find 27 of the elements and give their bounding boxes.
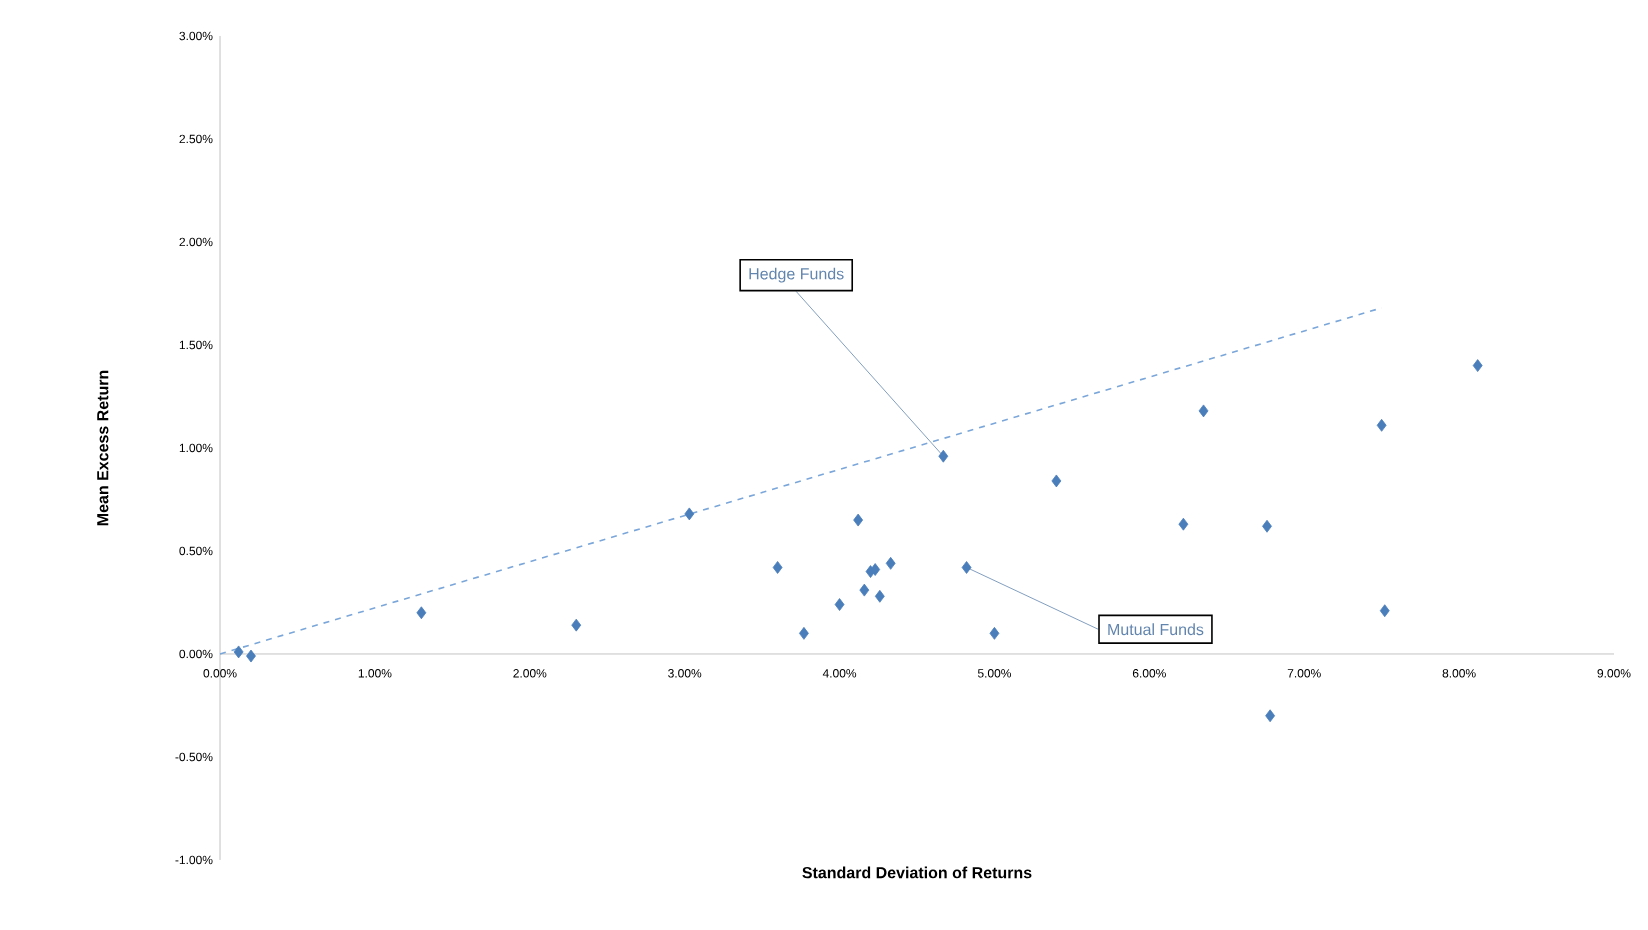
point (1376, 418, 1387, 432)
point (853, 513, 864, 527)
annotation: Mutual Funds (1108, 623, 1204, 636)
point (961, 561, 972, 574)
point (1472, 359, 1483, 372)
point (571, 618, 582, 632)
point (684, 507, 695, 521)
annotation: Hedge Funds (749, 267, 844, 283)
point (1262, 519, 1272, 533)
point (834, 598, 845, 611)
point (246, 649, 256, 663)
point (1178, 517, 1189, 531)
point (772, 561, 783, 574)
point (1198, 404, 1209, 418)
point (859, 583, 870, 597)
point (1051, 474, 1062, 488)
point (885, 556, 896, 570)
point (938, 449, 949, 463)
point (233, 645, 244, 659)
point (416, 606, 427, 620)
point (874, 589, 885, 603)
point (989, 626, 1000, 640)
x-axis-title: Standard Deviation of Returns (802, 866, 1032, 879)
point (1265, 709, 1276, 723)
point (799, 626, 809, 640)
y-axis-title: Mean Excess Return (97, 370, 109, 526)
point (1379, 604, 1390, 618)
